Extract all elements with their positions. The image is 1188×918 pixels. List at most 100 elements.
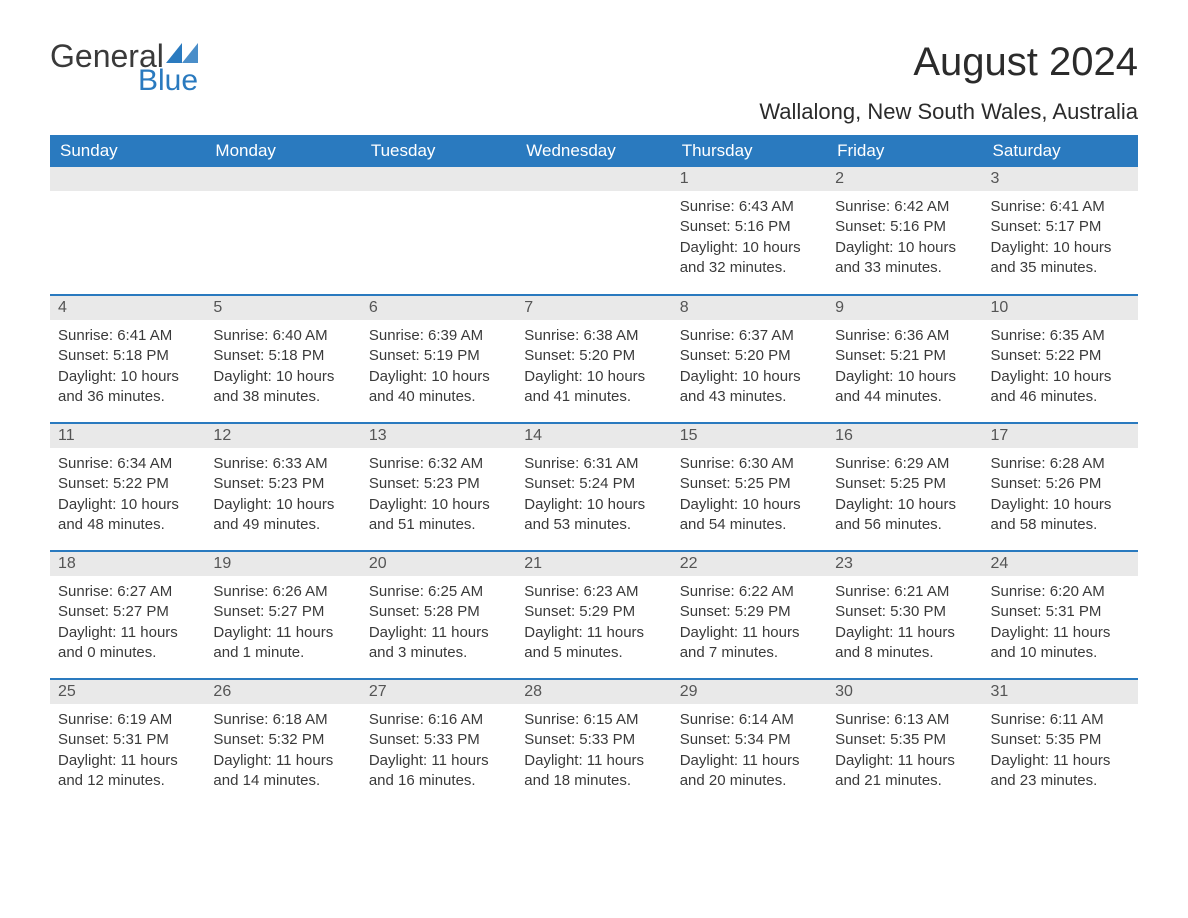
calendar-cell: 17Sunrise: 6:28 AMSunset: 5:26 PMDayligh… [983,423,1138,551]
daylight-line: Daylight: 11 hours and 12 minutes. [58,751,197,792]
sunrise-line: Sunrise: 6:13 AM [835,710,974,730]
day-body: Sunrise: 6:16 AMSunset: 5:33 PMDaylight:… [361,704,516,795]
days-of-week-row: SundayMondayTuesdayWednesdayThursdayFrid… [50,135,1138,167]
calendar-table: SundayMondayTuesdayWednesdayThursdayFrid… [50,135,1138,807]
sunset-line: Sunset: 5:16 PM [835,217,974,237]
day-body: Sunrise: 6:41 AMSunset: 5:18 PMDaylight:… [50,320,205,411]
day-body [50,191,205,271]
day-body: Sunrise: 6:43 AMSunset: 5:16 PMDaylight:… [672,191,827,282]
sunrise-line: Sunrise: 6:19 AM [58,710,197,730]
day-number: 18 [50,552,205,576]
sunset-line: Sunset: 5:25 PM [680,474,819,494]
calendar-cell: 2Sunrise: 6:42 AMSunset: 5:16 PMDaylight… [827,167,982,295]
sunset-line: Sunset: 5:21 PM [835,346,974,366]
day-body: Sunrise: 6:33 AMSunset: 5:23 PMDaylight:… [205,448,360,539]
sunset-line: Sunset: 5:16 PM [680,217,819,237]
calendar-cell [50,167,205,295]
daylight-line: Daylight: 10 hours and 36 minutes. [58,367,197,408]
sunrise-line: Sunrise: 6:22 AM [680,582,819,602]
calendar-cell: 18Sunrise: 6:27 AMSunset: 5:27 PMDayligh… [50,551,205,679]
day-body: Sunrise: 6:41 AMSunset: 5:17 PMDaylight:… [983,191,1138,282]
day-body: Sunrise: 6:20 AMSunset: 5:31 PMDaylight:… [983,576,1138,667]
day-number: 17 [983,424,1138,448]
dow-header: Monday [205,135,360,167]
daylight-line: Daylight: 11 hours and 3 minutes. [369,623,508,664]
day-body: Sunrise: 6:40 AMSunset: 5:18 PMDaylight:… [205,320,360,411]
logo: General Blue [50,40,200,96]
day-number: 29 [672,680,827,704]
calendar-cell: 24Sunrise: 6:20 AMSunset: 5:31 PMDayligh… [983,551,1138,679]
day-body: Sunrise: 6:23 AMSunset: 5:29 PMDaylight:… [516,576,671,667]
sunrise-line: Sunrise: 6:31 AM [524,454,663,474]
day-number: 1 [672,167,827,191]
calendar-cell: 19Sunrise: 6:26 AMSunset: 5:27 PMDayligh… [205,551,360,679]
sunset-line: Sunset: 5:33 PM [524,730,663,750]
day-number: 5 [205,296,360,320]
sunset-line: Sunset: 5:24 PM [524,474,663,494]
daylight-line: Daylight: 11 hours and 10 minutes. [991,623,1130,664]
sunset-line: Sunset: 5:29 PM [524,602,663,622]
daylight-line: Daylight: 11 hours and 7 minutes. [680,623,819,664]
sunset-line: Sunset: 5:29 PM [680,602,819,622]
daylight-line: Daylight: 11 hours and 8 minutes. [835,623,974,664]
sunset-line: Sunset: 5:18 PM [213,346,352,366]
daylight-line: Daylight: 10 hours and 33 minutes. [835,238,974,279]
daylight-line: Daylight: 10 hours and 48 minutes. [58,495,197,536]
sunrise-line: Sunrise: 6:20 AM [991,582,1130,602]
day-number: 26 [205,680,360,704]
daylight-line: Daylight: 11 hours and 5 minutes. [524,623,663,664]
day-body [361,191,516,271]
daylight-line: Daylight: 11 hours and 16 minutes. [369,751,508,792]
daylight-line: Daylight: 10 hours and 58 minutes. [991,495,1130,536]
calendar-cell: 14Sunrise: 6:31 AMSunset: 5:24 PMDayligh… [516,423,671,551]
sunrise-line: Sunrise: 6:30 AM [680,454,819,474]
calendar-cell: 10Sunrise: 6:35 AMSunset: 5:22 PMDayligh… [983,295,1138,423]
daylight-line: Daylight: 10 hours and 51 minutes. [369,495,508,536]
day-number: 3 [983,167,1138,191]
sunset-line: Sunset: 5:23 PM [369,474,508,494]
sunrise-line: Sunrise: 6:14 AM [680,710,819,730]
calendar-cell: 27Sunrise: 6:16 AMSunset: 5:33 PMDayligh… [361,679,516,807]
day-number: 16 [827,424,982,448]
day-number: 9 [827,296,982,320]
calendar-cell: 12Sunrise: 6:33 AMSunset: 5:23 PMDayligh… [205,423,360,551]
dow-header: Tuesday [361,135,516,167]
sunrise-line: Sunrise: 6:40 AM [213,326,352,346]
day-number [516,167,671,191]
sunset-line: Sunset: 5:20 PM [680,346,819,366]
day-body: Sunrise: 6:22 AMSunset: 5:29 PMDaylight:… [672,576,827,667]
calendar-cell: 22Sunrise: 6:22 AMSunset: 5:29 PMDayligh… [672,551,827,679]
sunset-line: Sunset: 5:27 PM [213,602,352,622]
daylight-line: Daylight: 10 hours and 54 minutes. [680,495,819,536]
day-body [205,191,360,271]
day-number: 14 [516,424,671,448]
sunrise-line: Sunrise: 6:21 AM [835,582,974,602]
calendar-cell: 1Sunrise: 6:43 AMSunset: 5:16 PMDaylight… [672,167,827,295]
day-body [516,191,671,271]
day-body: Sunrise: 6:32 AMSunset: 5:23 PMDaylight:… [361,448,516,539]
header: General Blue August 2024 Wallalong, New … [50,40,1138,125]
sunset-line: Sunset: 5:27 PM [58,602,197,622]
calendar-week: 4Sunrise: 6:41 AMSunset: 5:18 PMDaylight… [50,295,1138,423]
daylight-line: Daylight: 10 hours and 35 minutes. [991,238,1130,279]
day-body: Sunrise: 6:28 AMSunset: 5:26 PMDaylight:… [983,448,1138,539]
daylight-line: Daylight: 11 hours and 21 minutes. [835,751,974,792]
daylight-line: Daylight: 10 hours and 40 minutes. [369,367,508,408]
daylight-line: Daylight: 11 hours and 1 minute. [213,623,352,664]
daylight-line: Daylight: 11 hours and 23 minutes. [991,751,1130,792]
day-number: 12 [205,424,360,448]
day-number: 21 [516,552,671,576]
day-number: 7 [516,296,671,320]
day-body: Sunrise: 6:26 AMSunset: 5:27 PMDaylight:… [205,576,360,667]
day-body: Sunrise: 6:13 AMSunset: 5:35 PMDaylight:… [827,704,982,795]
month-title: August 2024 [759,40,1138,85]
sunrise-line: Sunrise: 6:15 AM [524,710,663,730]
calendar-cell: 31Sunrise: 6:11 AMSunset: 5:35 PMDayligh… [983,679,1138,807]
calendar-cell: 29Sunrise: 6:14 AMSunset: 5:34 PMDayligh… [672,679,827,807]
calendar-cell: 8Sunrise: 6:37 AMSunset: 5:20 PMDaylight… [672,295,827,423]
sunrise-line: Sunrise: 6:26 AM [213,582,352,602]
sunrise-line: Sunrise: 6:42 AM [835,197,974,217]
dow-header: Saturday [983,135,1138,167]
dow-header: Thursday [672,135,827,167]
calendar-cell: 9Sunrise: 6:36 AMSunset: 5:21 PMDaylight… [827,295,982,423]
